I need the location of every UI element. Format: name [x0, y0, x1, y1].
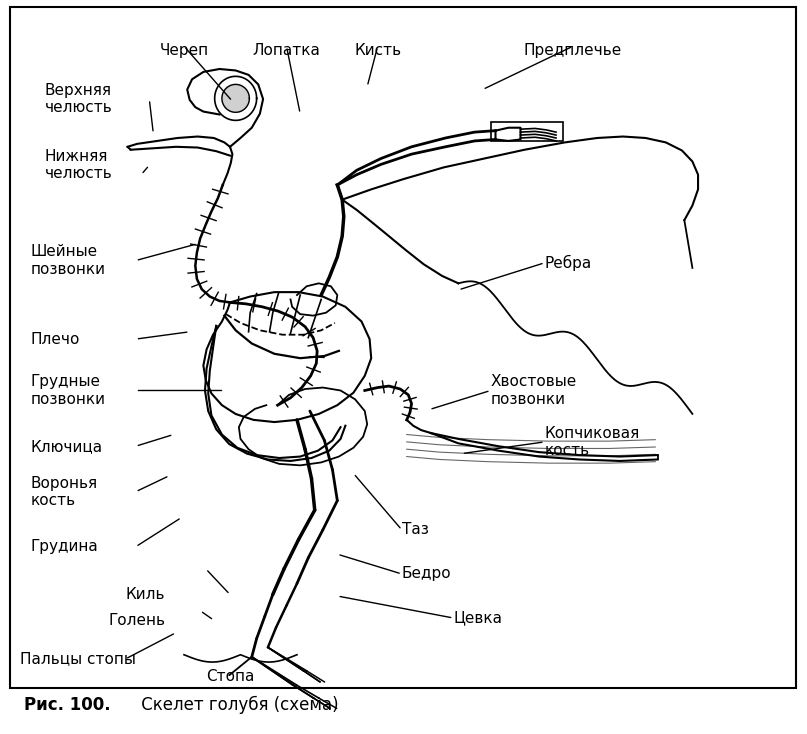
Text: Киль: Киль	[125, 587, 165, 602]
Text: Воронья
кость: Воронья кость	[31, 476, 98, 508]
Text: Череп: Череп	[160, 43, 208, 57]
Text: Бедро: Бедро	[402, 567, 451, 581]
Text: Скелет голубя (схема): Скелет голубя (схема)	[136, 696, 338, 713]
Polygon shape	[203, 292, 371, 422]
Text: Копчиковая
кость: Копчиковая кость	[545, 426, 640, 458]
Text: Грудные
позвонки: Грудные позвонки	[31, 374, 106, 407]
Text: Лопатка: Лопатка	[253, 43, 320, 57]
Text: Грудина: Грудина	[31, 539, 98, 554]
Text: Цевка: Цевка	[454, 611, 503, 625]
Text: Голень: Голень	[109, 613, 166, 628]
Text: Шейные
позвонки: Шейные позвонки	[31, 244, 106, 277]
Polygon shape	[239, 388, 367, 465]
Text: Ребра: Ребра	[545, 255, 592, 271]
Text: Рис. 100.: Рис. 100.	[24, 696, 111, 713]
Text: Кисть: Кисть	[354, 43, 401, 57]
Text: Верхняя
челюсть: Верхняя челюсть	[44, 83, 112, 115]
Text: Стопа: Стопа	[206, 669, 254, 684]
Text: Таз: Таз	[402, 523, 429, 537]
Text: Ключица: Ключица	[31, 439, 102, 454]
Polygon shape	[222, 84, 249, 112]
Text: Нижняя
челюсть: Нижняя челюсть	[44, 149, 112, 181]
Text: Плечо: Плечо	[31, 332, 80, 346]
Text: Предплечье: Предплечье	[524, 43, 622, 57]
Text: Хвостовые
позвонки: Хвостовые позвонки	[491, 374, 577, 407]
Bar	[491, 122, 563, 141]
Text: Пальцы стопы: Пальцы стопы	[20, 652, 136, 666]
